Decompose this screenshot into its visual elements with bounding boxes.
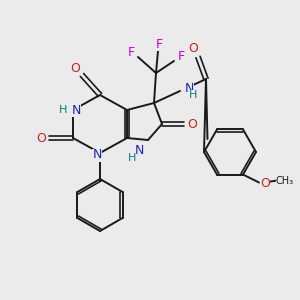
- Text: O: O: [260, 177, 270, 190]
- Text: F: F: [177, 50, 184, 64]
- Text: O: O: [187, 118, 197, 130]
- Text: N: N: [185, 82, 194, 94]
- Text: O: O: [70, 61, 80, 74]
- Text: N: N: [134, 143, 144, 157]
- Text: CH₃: CH₃: [276, 176, 294, 185]
- Text: O: O: [36, 131, 46, 145]
- Text: H: H: [189, 90, 197, 100]
- Text: H: H: [128, 153, 136, 163]
- Text: N: N: [71, 103, 81, 116]
- Text: F: F: [155, 38, 163, 50]
- Text: O: O: [188, 43, 198, 56]
- Text: F: F: [128, 46, 135, 59]
- Text: H: H: [59, 105, 67, 115]
- Text: N: N: [92, 148, 102, 161]
